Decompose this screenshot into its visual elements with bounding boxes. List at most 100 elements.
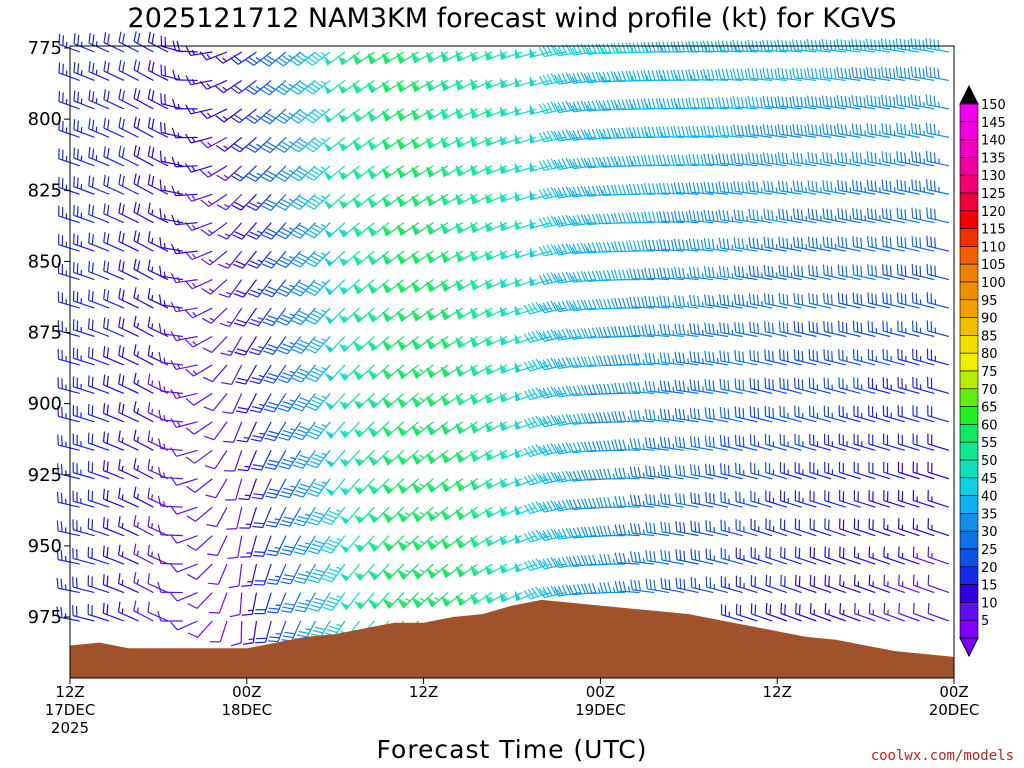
wind-barb [748, 152, 773, 167]
wind-barb [839, 574, 861, 594]
wind-barb [897, 433, 920, 451]
wind-barb [455, 563, 478, 578]
wind-barb [499, 306, 522, 317]
wind-barb [777, 180, 802, 195]
wind-barb [837, 236, 861, 252]
wind-barb [762, 124, 787, 138]
wind-barb [411, 449, 434, 465]
wind-barb [794, 433, 817, 451]
wind-barb [719, 406, 743, 423]
wind-barb [838, 320, 861, 338]
wind-barb [382, 279, 405, 294]
wind-barb [230, 108, 257, 124]
wind-barb [703, 238, 729, 252]
colorbar-label: 75 [981, 365, 998, 380]
wind-barb [470, 78, 493, 91]
wind-barb [629, 240, 655, 252]
wind-barb [185, 449, 213, 464]
wind-barb [868, 574, 891, 594]
wind-barb [157, 610, 183, 622]
wind-barb [792, 95, 817, 110]
wind-barb [396, 79, 419, 93]
wind-barb [118, 145, 139, 167]
wind-barb [103, 32, 125, 53]
wind-barb [765, 546, 788, 565]
wind-barb [674, 351, 699, 366]
wind-barb [868, 461, 891, 480]
wind-barb [72, 347, 95, 366]
wind-barb [718, 237, 743, 252]
wind-barb [779, 377, 802, 394]
wind-barb [927, 433, 950, 451]
wind-barb [912, 461, 935, 480]
wind-barb [529, 132, 552, 144]
wind-barb [220, 336, 243, 357]
wind-barb [583, 355, 611, 368]
wind-barb [241, 592, 258, 616]
wind-barb [147, 573, 169, 594]
wind-barb [514, 561, 537, 573]
x-tick-label: 00Z [586, 683, 615, 701]
wind-barb [926, 235, 950, 252]
wind-barb [689, 323, 714, 338]
wind-barb [306, 364, 331, 383]
wind-barb [88, 232, 110, 252]
wind-barb [209, 620, 228, 643]
wind-barb [411, 421, 434, 437]
wind-barb [897, 292, 920, 309]
wind-barb [266, 535, 287, 557]
wind-barb [485, 335, 508, 347]
wind-barb [866, 66, 891, 82]
wind-barb [249, 364, 272, 385]
wind-barb [823, 320, 846, 338]
wind-barb [720, 463, 743, 480]
wind-barb [659, 464, 684, 480]
wind-barb [749, 349, 773, 366]
wind-barb [690, 464, 714, 480]
wind-barb [780, 603, 802, 622]
wind-barb [485, 307, 508, 319]
wind-barb [223, 421, 243, 443]
wind-barb [718, 153, 743, 167]
wind-barb [411, 222, 434, 236]
wind-barb [103, 89, 125, 110]
wind-barb [202, 364, 228, 383]
wind-barb [895, 38, 920, 53]
wind-barb [253, 563, 272, 586]
wind-barb [103, 288, 125, 309]
colorbar-label: 150 [981, 98, 1006, 113]
wind-barb [278, 449, 302, 470]
wind-barb [260, 136, 287, 154]
wind-barb [397, 535, 419, 552]
colorbar-swatch [959, 388, 979, 407]
wind-barb [911, 207, 935, 224]
wind-barb [290, 165, 316, 182]
wind-barb [337, 51, 360, 66]
x-tick-label: 2025 [51, 719, 89, 737]
wind-barb [88, 61, 110, 82]
wind-barb [793, 264, 817, 281]
wind-barb [338, 250, 361, 267]
wind-barb [382, 108, 405, 122]
wind-barb [733, 265, 758, 281]
wind-barb [147, 31, 169, 53]
wind-barb [58, 91, 80, 110]
wind-barb [720, 604, 743, 622]
wind-barb [382, 136, 405, 151]
wind-barb [261, 222, 287, 240]
x-tick-label: 19DEC [575, 701, 626, 719]
wind-barb [499, 106, 522, 117]
wind-barb [897, 377, 920, 394]
wind-barb [658, 154, 684, 167]
wind-barb [822, 236, 846, 252]
wind-barb [73, 61, 95, 82]
wind-barb [644, 267, 670, 281]
wind-barb [103, 317, 125, 338]
wind-barb [426, 478, 449, 493]
wind-barb [321, 506, 346, 526]
wind-barb [368, 449, 390, 466]
wind-barb [553, 300, 581, 313]
wind-barb [733, 209, 758, 224]
wind-barb [440, 136, 464, 149]
wind-barb [523, 301, 552, 315]
